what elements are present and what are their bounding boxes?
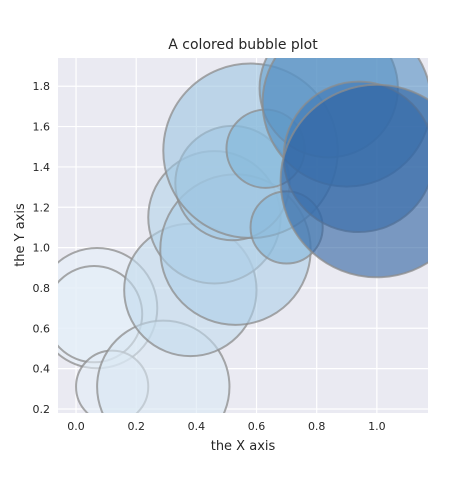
x-tick-label: 1.0 [368,420,386,433]
y-tick-label: 1.4 [33,161,51,174]
y-tick-label: 1.8 [33,80,51,93]
y-tick-label: 0.2 [33,403,51,416]
y-axis-label: the Y axis [13,203,28,267]
x-tick-label: 0.2 [127,420,145,433]
bubble [279,83,428,279]
chart-title: A colored bubble plot [168,37,318,53]
x-axis-label: the X axis [211,439,276,454]
y-tick-label: 0.6 [33,322,51,335]
bubbles [58,58,428,413]
x-tick-label: 0.6 [248,420,266,433]
y-tick-label: 1.2 [33,201,51,214]
tick-labels: 0.0 0.2 0.4 0.6 0.8 1.0 0.2 0.4 0.6 0.8 1.0 1.2 1.4 1… [33,80,386,433]
y-tick-label: 0.8 [33,282,51,295]
x-tick-label: 0.4 [188,420,206,433]
y-tick-label: 1.6 [33,121,51,134]
x-tick-label: 0.8 [308,420,326,433]
x-tick-label: 0.0 [67,420,85,433]
y-tick-label: 0.4 [33,363,51,376]
y-tick-label: 1.0 [33,242,51,255]
